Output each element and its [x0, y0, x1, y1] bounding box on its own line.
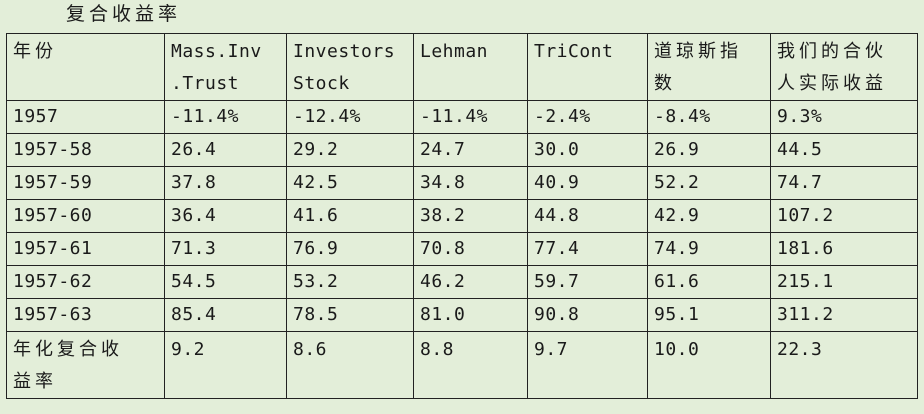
- year-cell: 1957: [6, 100, 165, 134]
- value-cell: 85.4: [164, 298, 287, 332]
- year-cell: 1957-58: [6, 133, 165, 167]
- value-cell: 9.3%: [770, 100, 918, 134]
- header-tricont: TriCont: [527, 33, 648, 101]
- table-row: 1957-58 26.4 29.2 24.7 30.0 26.9 44.5: [6, 133, 918, 167]
- value-cell: 10.0: [647, 331, 771, 399]
- value-cell: 22.3: [770, 331, 918, 399]
- year-cell: 1957-63: [6, 298, 165, 332]
- value-cell: 77.4: [527, 232, 648, 266]
- value-cell: 36.4: [164, 199, 287, 233]
- value-cell: 26.9: [647, 133, 771, 167]
- value-cell: 52.2: [647, 166, 771, 200]
- value-cell: 74.7: [770, 166, 918, 200]
- value-cell: 8.6: [286, 331, 414, 399]
- value-cell: 9.2: [164, 331, 287, 399]
- value-cell: 107.2: [770, 199, 918, 233]
- value-cell: 29.2: [286, 133, 414, 167]
- value-cell: 9.7: [527, 331, 648, 399]
- table-row: 1957-63 85.4 78.5 81.0 90.8 95.1 311.2: [6, 298, 918, 332]
- value-cell: 54.5: [164, 265, 287, 299]
- header-year: 年份: [6, 33, 165, 101]
- value-cell: 81.0: [413, 298, 528, 332]
- year-cell: 1957-59: [6, 166, 165, 200]
- year-cell: 1957-61: [6, 232, 165, 266]
- value-cell: 37.8: [164, 166, 287, 200]
- value-cell: -2.4%: [527, 100, 648, 134]
- value-cell: 90.8: [527, 298, 648, 332]
- header-dow-jones: 道琼斯指 数: [647, 33, 771, 101]
- value-cell: 8.8: [413, 331, 528, 399]
- value-cell: 59.7: [527, 265, 648, 299]
- header-lehman: Lehman: [413, 33, 528, 101]
- table-row: 1957-60 36.4 41.6 38.2 44.8 42.9 107.2: [6, 199, 918, 233]
- value-cell: 78.5: [286, 298, 414, 332]
- table-caption: 复合收益率: [66, 3, 182, 25]
- year-cell: 1957-60: [6, 199, 165, 233]
- value-cell: 61.6: [647, 265, 771, 299]
- table-row: 1957-61 71.3 76.9 70.8 77.4 74.9 181.6: [6, 232, 918, 266]
- value-cell: -8.4%: [647, 100, 771, 134]
- value-cell: 76.9: [286, 232, 414, 266]
- table-row: 1957-59 37.8 42.5 34.8 40.9 52.2 74.7: [6, 166, 918, 200]
- table-row: 1957 -11.4% -12.4% -11.4% -2.4% -8.4% 9.…: [6, 100, 918, 134]
- annualized-return-label: 年化复合收 益率: [6, 331, 165, 399]
- value-cell: 71.3: [164, 232, 287, 266]
- value-cell: 41.6: [286, 199, 414, 233]
- value-cell: -11.4%: [413, 100, 528, 134]
- value-cell: 74.9: [647, 232, 771, 266]
- value-cell: 215.1: [770, 265, 918, 299]
- value-cell: 42.9: [647, 199, 771, 233]
- year-cell: 1957-62: [6, 265, 165, 299]
- value-cell: 311.2: [770, 298, 918, 332]
- value-cell: 42.5: [286, 166, 414, 200]
- value-cell: 44.5: [770, 133, 918, 167]
- value-cell: 38.2: [413, 199, 528, 233]
- header-partnership-return: 我们的合伙 人实际收益: [770, 33, 918, 101]
- value-cell: 44.8: [527, 199, 648, 233]
- value-cell: 26.4: [164, 133, 287, 167]
- value-cell: 70.8: [413, 232, 528, 266]
- table-header-row: 年份 Mass.Inv .Trust Investors Stock Lehma…: [6, 33, 918, 101]
- value-cell: 95.1: [647, 298, 771, 332]
- value-cell: 30.0: [527, 133, 648, 167]
- table-row: 1957-62 54.5 53.2 46.2 59.7 61.6 215.1: [6, 265, 918, 299]
- value-cell: 24.7: [413, 133, 528, 167]
- value-cell: 40.9: [527, 166, 648, 200]
- value-cell: 181.6: [770, 232, 918, 266]
- value-cell: -11.4%: [164, 100, 287, 134]
- header-investors-stock: Investors Stock: [286, 33, 414, 101]
- value-cell: 53.2: [286, 265, 414, 299]
- value-cell: 34.8: [413, 166, 528, 200]
- value-cell: -12.4%: [286, 100, 414, 134]
- compound-return-table: 年份 Mass.Inv .Trust Investors Stock Lehma…: [6, 33, 918, 399]
- table-footer-row: 年化复合收 益率 9.2 8.6 8.8 9.7 10.0 22.3: [6, 331, 918, 399]
- header-mass-inv-trust: Mass.Inv .Trust: [164, 33, 287, 101]
- value-cell: 46.2: [413, 265, 528, 299]
